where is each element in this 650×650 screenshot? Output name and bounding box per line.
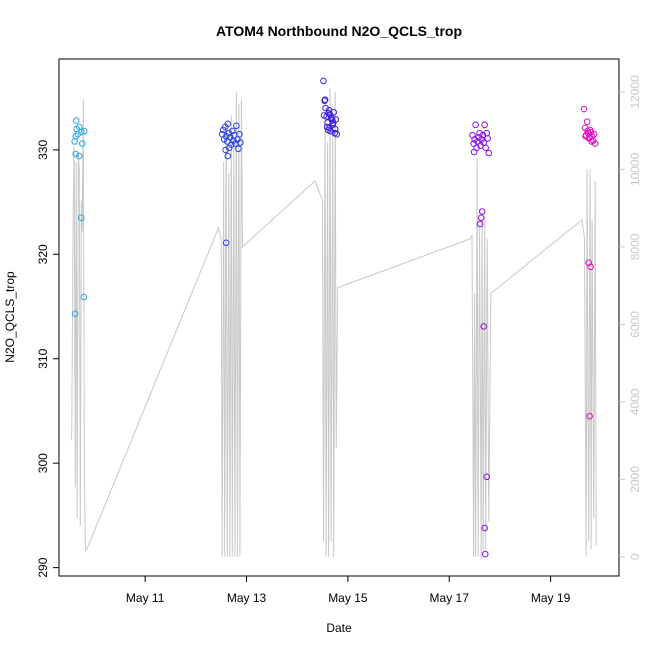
data-point — [325, 106, 333, 114]
y2-tick-label: 0 — [628, 553, 642, 560]
data-point — [483, 473, 491, 481]
x-tick-label: May 13 — [227, 591, 267, 605]
series-flight-1 — [71, 117, 88, 318]
data-point — [233, 122, 240, 130]
x-tick-label: May 15 — [328, 591, 368, 605]
data-point — [80, 293, 88, 301]
data-point — [485, 149, 493, 157]
data-point — [79, 140, 86, 147]
data-point — [480, 323, 488, 330]
x-tick-label: May 11 — [126, 591, 165, 605]
data-point — [78, 128, 85, 136]
series-flight-3 — [320, 77, 341, 138]
data-point — [481, 121, 489, 129]
x-tick-label: May 19 — [531, 591, 571, 605]
chart-title: ATOM4 Northbound N2O_QCLS_trop — [216, 23, 462, 39]
y2-tick-label: 2000 — [628, 466, 642, 493]
data-point — [320, 77, 327, 85]
y2-tick-label: 8000 — [628, 233, 642, 260]
data-point — [326, 111, 334, 118]
series-flight-4 — [469, 121, 493, 558]
data-point — [477, 214, 485, 222]
plot-frame — [58, 58, 620, 577]
data-point — [225, 129, 233, 137]
x-axis-label: Date — [326, 621, 352, 635]
y-tick-label: 310 — [36, 348, 50, 368]
y2-axis: 0 2000 4000 6000 8000 10000 12000 — [619, 75, 642, 560]
data-point — [472, 121, 479, 129]
data-point — [324, 126, 332, 134]
data-point — [590, 130, 598, 138]
series-flight-5 — [580, 105, 599, 420]
data-point — [484, 135, 492, 142]
y2-tick-label: 12000 — [628, 75, 642, 109]
data-point — [74, 130, 82, 138]
data-point — [584, 127, 591, 135]
data-point — [71, 310, 79, 318]
data-point — [222, 239, 230, 247]
data-point — [224, 138, 231, 145]
data-points — [71, 77, 599, 558]
data-point — [482, 144, 490, 152]
data-point — [585, 259, 592, 267]
data-point — [331, 125, 339, 133]
data-point — [323, 123, 331, 131]
data-point — [237, 139, 244, 146]
data-point — [580, 105, 588, 113]
data-point — [81, 127, 88, 135]
data-point — [71, 138, 78, 145]
data-point — [76, 152, 83, 160]
data-point — [587, 263, 594, 271]
data-point — [320, 112, 328, 119]
data-point — [583, 118, 591, 125]
y2-tick-label: 4000 — [628, 388, 642, 415]
data-point — [481, 524, 489, 532]
y-axis-label: N2O_QCLS_trop — [3, 271, 17, 363]
data-point — [586, 412, 593, 420]
data-point — [229, 127, 236, 135]
data-point — [224, 120, 232, 128]
data-point — [588, 138, 595, 145]
data-point — [328, 117, 336, 124]
data-point — [228, 141, 235, 148]
data-point — [78, 214, 85, 222]
data-point — [481, 550, 489, 558]
x-tick-label: May 17 — [430, 591, 470, 605]
y-tick-label: 290 — [36, 557, 50, 577]
data-point — [470, 148, 478, 156]
data-point — [322, 104, 329, 112]
data-point — [591, 140, 599, 147]
y-tick-label: 330 — [36, 140, 50, 160]
data-point — [321, 96, 329, 103]
data-point — [476, 220, 484, 228]
x-axis: May 11 May 13 May 15 May 17 May 19 — [126, 576, 571, 605]
y2-tick-label: 10000 — [628, 152, 642, 186]
data-point — [72, 117, 80, 124]
data-point — [235, 145, 242, 153]
data-point — [478, 208, 486, 215]
y-tick-label: 300 — [36, 453, 50, 473]
y-tick-label: 320 — [36, 244, 50, 264]
data-point — [236, 130, 243, 138]
data-point — [72, 150, 79, 158]
data-point — [222, 146, 229, 154]
data-point — [479, 131, 487, 139]
series-flight-2 — [218, 120, 244, 247]
y2-tick-label: 6000 — [628, 311, 642, 338]
data-point — [224, 152, 232, 160]
y-axis: 290 300 310 320 330 — [36, 140, 59, 578]
